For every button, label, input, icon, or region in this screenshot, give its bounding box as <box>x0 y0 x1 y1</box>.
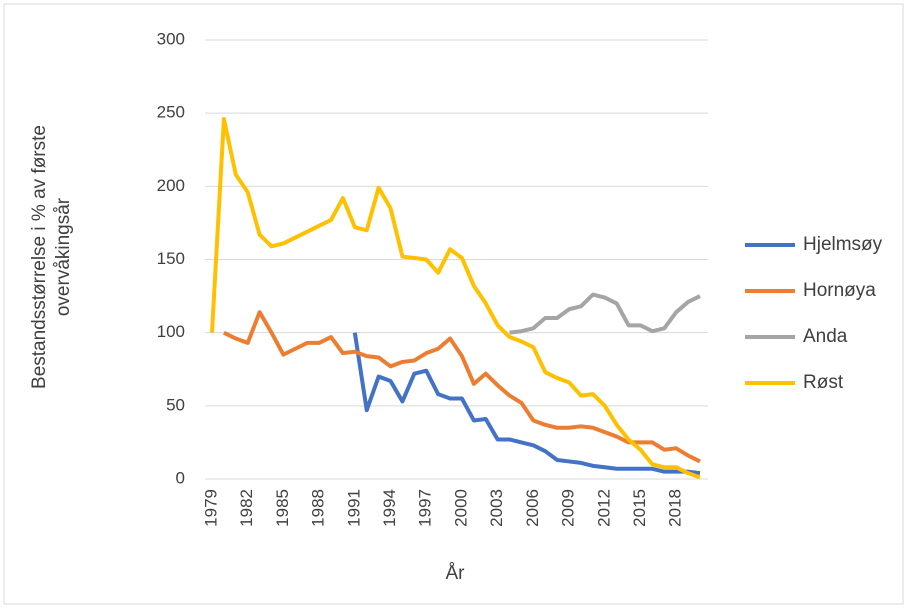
x-tick-label: 2012 <box>594 489 613 527</box>
x-tick-label: 1997 <box>416 489 435 527</box>
x-tick-label: 1994 <box>380 489 399 527</box>
series-line <box>352 332 701 476</box>
legend-label: Anda <box>803 326 848 347</box>
x-tick-label: 1979 <box>201 489 220 527</box>
x-tick-label: 1985 <box>273 489 292 527</box>
x-tick-label: 2003 <box>487 489 506 527</box>
legend-label: Røst <box>803 372 844 393</box>
y-tick-label: 200 <box>157 176 185 195</box>
series-line <box>210 117 701 480</box>
x-tick-label: 1988 <box>309 489 328 527</box>
x-tick-label: 2018 <box>666 489 685 527</box>
y-tick-label: 100 <box>157 322 185 341</box>
series-line <box>223 310 701 464</box>
y-tick-label: 250 <box>157 103 185 122</box>
y-tick-label: 300 <box>157 29 185 48</box>
x-tick-label: 1982 <box>237 489 256 527</box>
x-tick-label: 2000 <box>451 489 470 527</box>
x-tick-label: 2009 <box>559 489 578 527</box>
chart-border <box>3 3 904 605</box>
series-line <box>509 292 701 335</box>
x-tick-label: 2006 <box>523 489 542 527</box>
legend-label: Hornøya <box>803 280 876 301</box>
y-tick-label: 50 <box>166 395 185 414</box>
y-axis-label: Bestandsstørrelse i % av første overvåki… <box>29 125 74 389</box>
y-tick-label: 150 <box>157 249 185 268</box>
x-tick-label: 1991 <box>344 489 363 527</box>
x-axis-label: År <box>446 563 466 584</box>
x-tick-label: 2015 <box>630 489 649 527</box>
y-tick-label: 0 <box>176 468 185 487</box>
legend-label: Hjelmsøy <box>803 234 883 255</box>
